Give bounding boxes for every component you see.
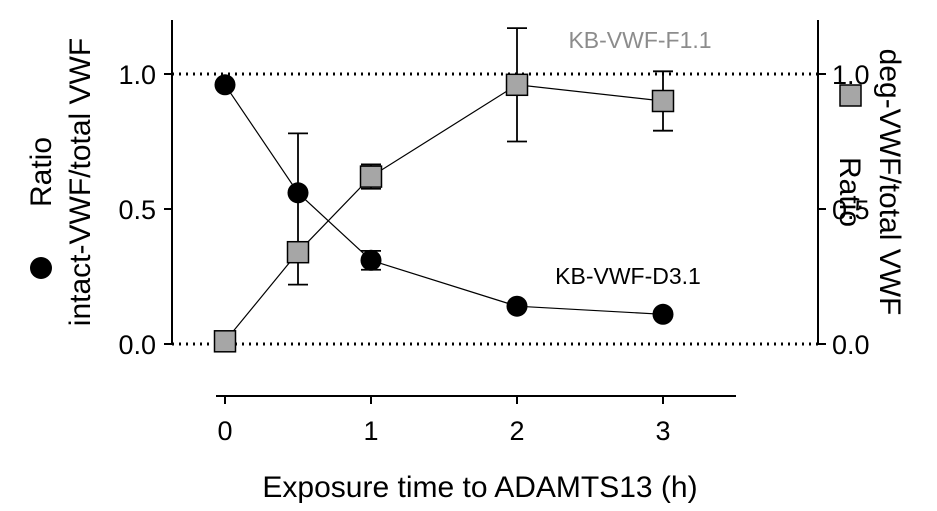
reference-lines xyxy=(172,72,818,346)
data-point-square xyxy=(213,330,237,353)
data-point-square xyxy=(286,240,310,264)
x-tick-label: 0 xyxy=(217,416,232,446)
x-tick-label: 2 xyxy=(509,416,524,446)
data-point-square xyxy=(359,165,383,188)
left-y-title-line1: Ratio xyxy=(25,137,58,207)
left-y-title: Ratio intact-VWF/total VWF xyxy=(25,38,97,326)
series-label-f1: KB-VWF-F1.1 xyxy=(568,27,711,53)
left-y-tick-label: 0.0 xyxy=(118,330,156,360)
data-point-square xyxy=(651,89,675,113)
left-y-title-line2: intact-VWF/total VWF xyxy=(64,38,97,326)
right-y-title-line1: Ratio xyxy=(833,157,866,227)
left-y-tick-label: 1.0 xyxy=(118,60,156,90)
data-point-square xyxy=(505,73,529,97)
right-y-tick-label: 0.5 xyxy=(832,195,870,225)
x-tick-label: 1 xyxy=(363,416,378,446)
right-y-title-line2: deg-VWF/total VWF xyxy=(873,49,906,316)
data-point-circle xyxy=(360,249,382,271)
y-ticks: 0.00.51.00.00.51.0 xyxy=(118,60,869,360)
x-axis-title: Exposure time to ADAMTS13 (h) xyxy=(262,471,697,504)
left-y-tick-label: 0.5 xyxy=(118,195,156,225)
series-label-d3: KB-VWF-D3.1 xyxy=(555,263,701,289)
data-point-circle xyxy=(214,74,236,96)
x-tick-label: 3 xyxy=(655,416,670,446)
right-y-title: Ratio deg-VWF/total VWF xyxy=(833,49,906,316)
series-layer xyxy=(213,27,675,353)
right-y-legend-symbol xyxy=(839,84,862,107)
data-point-circle xyxy=(287,182,309,204)
x-ticks: 0 1 2 3 xyxy=(217,396,671,446)
data-point-circle xyxy=(652,303,674,325)
right-y-tick-label: 0.0 xyxy=(832,330,870,360)
series-line-square xyxy=(224,84,664,342)
data-point-circle xyxy=(506,295,528,317)
left-y-legend-symbol xyxy=(30,257,52,279)
